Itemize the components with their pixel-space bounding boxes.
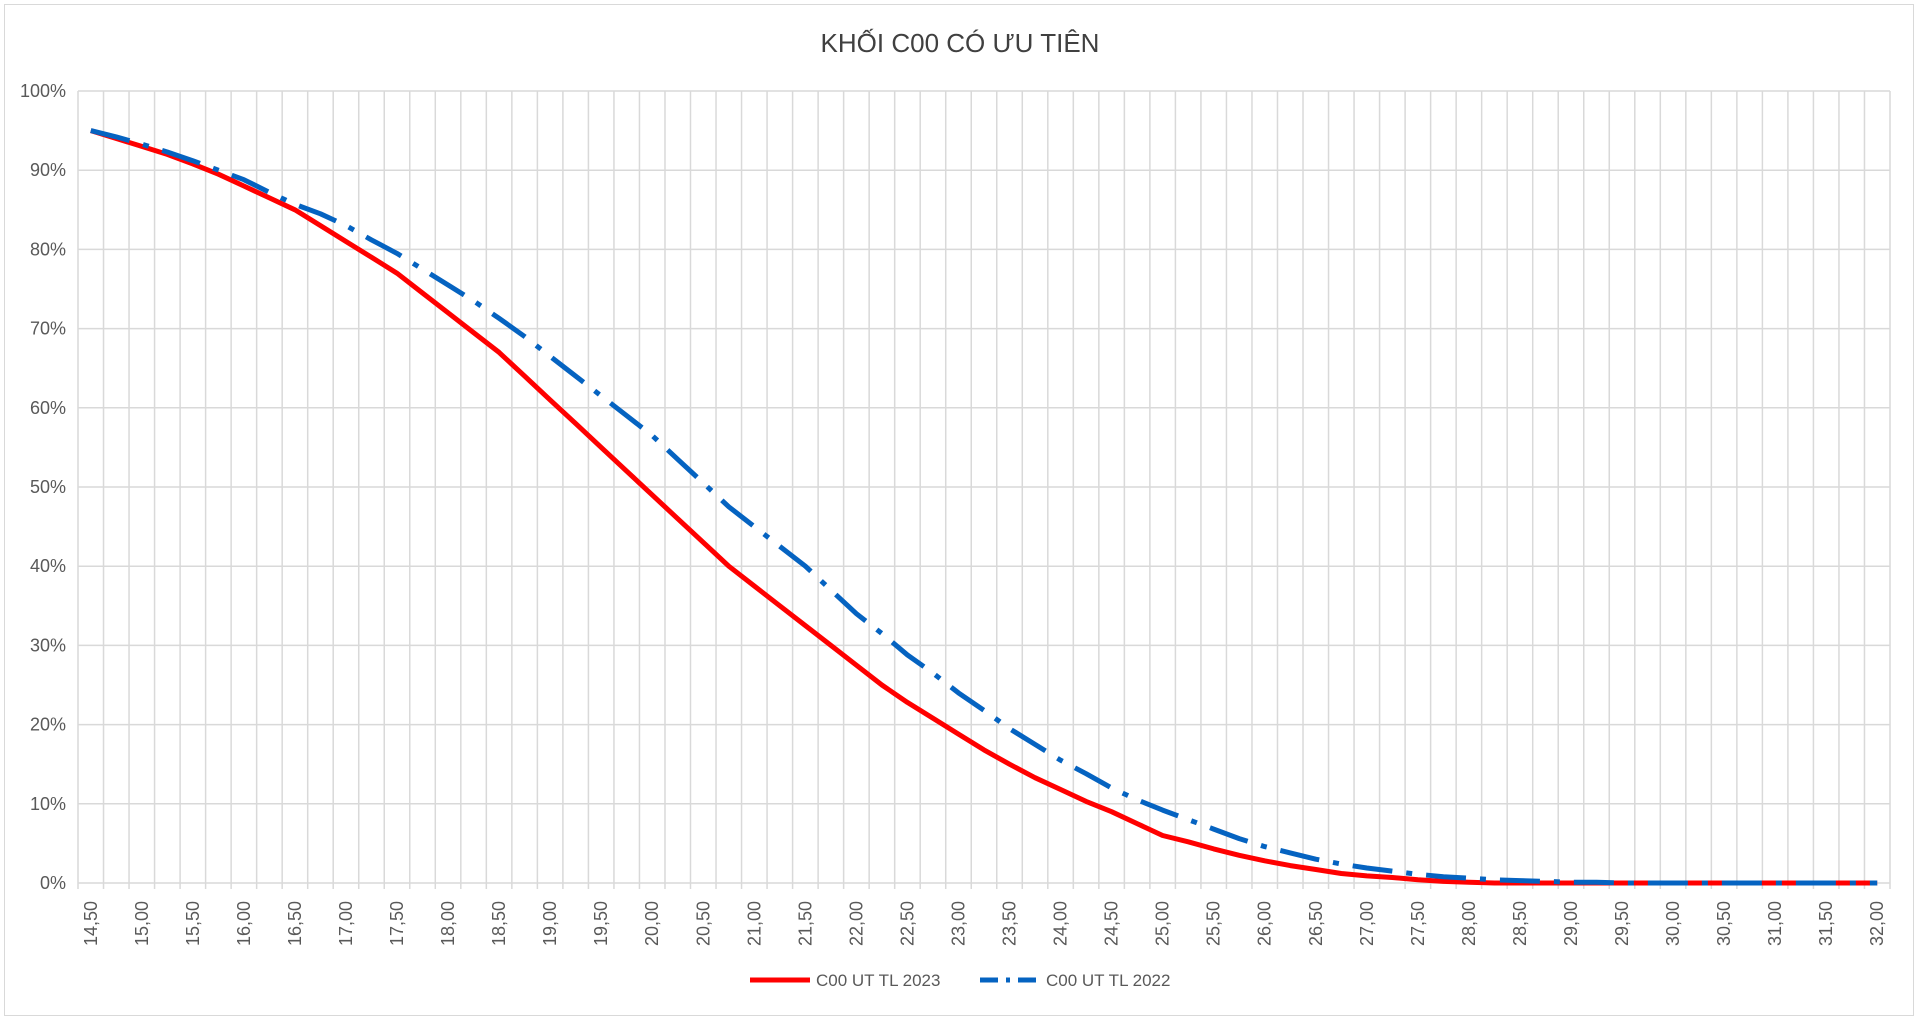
x-tick-label: 15,00 (132, 901, 152, 946)
chart-area (4, 4, 1914, 1016)
y-tick-label: 30% (30, 635, 66, 655)
x-tick-label: 19,00 (540, 901, 560, 946)
x-tick-label: 32,00 (1867, 901, 1887, 946)
x-tick-label: 31,50 (1816, 901, 1836, 946)
x-tick-label: 30,00 (1663, 901, 1683, 946)
x-tick-label: 14,50 (81, 901, 101, 946)
series-lines (90, 128, 1878, 886)
y-axis-ticks: 0% 10% 20% 30% 40% 50% 60% 70% 80% 90% 100% (20, 81, 66, 893)
x-tick-label: 22,50 (897, 901, 917, 946)
x-tick-label: 26,50 (1306, 901, 1326, 946)
x-tick-label: 17,50 (387, 901, 407, 946)
x-tick-label: 20,00 (642, 901, 662, 946)
x-tick-label: 31,00 (1765, 901, 1785, 946)
y-tick-label: 40% (30, 556, 66, 576)
y-tick-label: 100% (20, 81, 66, 101)
x-tick-label: 27,00 (1357, 901, 1377, 946)
legend: C00 UT TL 2023 C00 UT TL 2022 (750, 971, 1170, 990)
x-tick-label: 28,00 (1459, 901, 1479, 946)
x-tick-label: 25,00 (1153, 901, 1173, 946)
x-tick-label: 24,00 (1051, 901, 1071, 946)
x-tick-label: 28,50 (1510, 901, 1530, 946)
y-tick-label: 0% (40, 873, 66, 893)
x-tick-label: 29,50 (1612, 901, 1632, 946)
x-tick-label: 26,00 (1255, 901, 1275, 946)
x-tick-label: 18,50 (489, 901, 509, 946)
x-tick-label: 30,50 (1714, 901, 1734, 946)
x-tick-label: 24,50 (1102, 901, 1122, 946)
x-tick-label: 19,50 (591, 901, 611, 946)
x-tick-label: 21,00 (744, 901, 764, 946)
y-tick-label: 10% (30, 794, 66, 814)
chart-title: KHỐI C00 CÓ ƯU TIÊN (821, 28, 1100, 58)
series-line-1 (90, 128, 1878, 886)
x-tick-label: 17,00 (336, 901, 356, 946)
y-tick-label: 80% (30, 239, 66, 259)
y-tick-label: 60% (30, 398, 66, 418)
gridlines (77, 90, 1891, 889)
x-tick-label: 16,00 (234, 901, 254, 946)
x-tick-label: 15,50 (183, 901, 203, 946)
x-tick-label: 23,50 (1000, 901, 1020, 946)
x-tick-label: 16,50 (285, 901, 305, 946)
x-tick-label: 21,50 (795, 901, 815, 946)
x-tick-label: 22,00 (846, 901, 866, 946)
legend-label-2023: C00 UT TL 2023 (816, 971, 940, 990)
y-tick-label: 20% (30, 715, 66, 735)
x-tick-label: 18,00 (438, 901, 458, 946)
y-tick-label: 90% (30, 160, 66, 180)
x-tick-label: 25,50 (1204, 901, 1224, 946)
y-tick-label: 70% (30, 319, 66, 339)
x-tick-label: 23,00 (948, 901, 968, 946)
x-axis-ticks: 14,50 15,00 15,50 16,00 16,50 17,00 17,50 18,00… (81, 901, 1887, 946)
y-tick-label: 50% (30, 477, 66, 497)
x-tick-label: 27,50 (1408, 901, 1428, 946)
x-tick-label: 29,00 (1561, 901, 1581, 946)
x-tick-label: 20,50 (693, 901, 713, 946)
legend-label-2022: C00 UT TL 2022 (1046, 971, 1170, 990)
